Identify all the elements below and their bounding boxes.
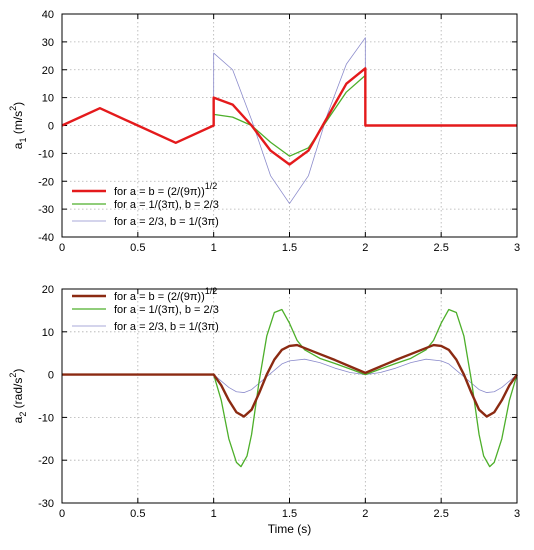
x-tick-label: 0.5 xyxy=(130,508,145,520)
y-tick-label: -10 xyxy=(38,148,54,160)
x-tick-label: 1.5 xyxy=(282,242,297,254)
y-tick-label: 10 xyxy=(42,93,54,105)
series-line-1 xyxy=(62,343,518,418)
y-tick-label: -10 xyxy=(38,412,54,424)
x-tick-label: 0 xyxy=(59,508,65,520)
chart-panel-1: 0 0.5 1 1.5 2 2.5 3 -40 -30 -20 -10 0 10 20 30 40 for a … xyxy=(8,9,520,254)
chart-panel-2: 0 0.5 1 1.5 2 2.5 3 -30 -20 -10 0 10 20 for a = b = (… xyxy=(8,284,520,536)
y-tick-label: 30 xyxy=(42,37,54,49)
x-tick-label: 2.5 xyxy=(434,508,449,520)
y-axis-label: a1 (m/s2) xyxy=(8,102,28,149)
x-tick-label: 2 xyxy=(362,242,368,254)
x-tick-label: 0 xyxy=(59,242,65,254)
y-tick-label: 20 xyxy=(42,65,54,77)
legend-label-2: for a = 1/(3π), b = 2/3 xyxy=(114,199,219,211)
x-tick-label: 0.5 xyxy=(130,242,145,254)
y-tick-label: 0 xyxy=(48,121,54,133)
y-tick-label: -30 xyxy=(38,498,54,510)
x-tick-label: 3 xyxy=(514,508,520,520)
y-tick-label: 0 xyxy=(48,370,54,382)
y-tick-label: 40 xyxy=(42,9,54,21)
plot-frame xyxy=(61,288,518,504)
y-tick-label: -40 xyxy=(38,232,54,244)
legend-label-3: for a = 2/3, b = 1/(3π) xyxy=(114,216,219,228)
y-tick-label: -30 xyxy=(38,204,54,216)
x-axis-label: Time (s) xyxy=(268,522,312,536)
y-tick-label: 10 xyxy=(42,327,54,339)
y-axis-label: a2 (rad/s2) xyxy=(8,369,28,424)
series-line-2 xyxy=(62,308,518,468)
y-tick-label: -20 xyxy=(38,176,54,188)
x-tick-label: 1.5 xyxy=(282,508,297,520)
series-line-1 xyxy=(61,67,517,166)
legend-label-2: for a = 1/(3π), b = 2/3 xyxy=(114,304,219,316)
legend-label-3: for a = 2/3, b = 1/(3π) xyxy=(114,321,219,333)
series-line-3 xyxy=(62,358,518,393)
x-tick-label: 3 xyxy=(514,242,520,254)
plot-frame xyxy=(61,13,518,238)
legend-label-1: for a = b = (2/(9π))1/2 xyxy=(114,286,217,303)
legend-label-1: for a = b = (2/(9π))1/2 xyxy=(114,181,217,198)
x-tick-label: 2 xyxy=(362,508,368,520)
y-tick-label: 20 xyxy=(42,284,54,296)
x-tick-label: 2.5 xyxy=(434,242,449,254)
x-tick-label: 1 xyxy=(211,242,217,254)
y-tick-label: -20 xyxy=(38,455,54,467)
x-tick-label: 1 xyxy=(211,508,217,520)
